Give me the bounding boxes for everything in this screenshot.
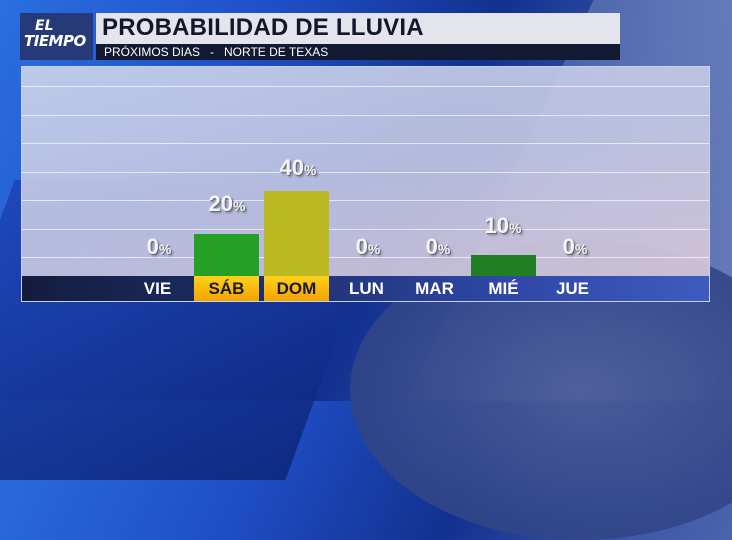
day-label-mar: MAR bbox=[415, 279, 454, 298]
logo-line-1: EL bbox=[35, 18, 54, 34]
gridline bbox=[22, 172, 709, 173]
logo-line-2: TIEMPO bbox=[24, 32, 86, 50]
day-label-lun: LUN bbox=[349, 279, 384, 298]
gridline bbox=[22, 229, 709, 230]
title-bar: PROBABILIDAD DE LLUVIA bbox=[96, 13, 620, 44]
value-label-vie: 0% bbox=[146, 234, 172, 259]
gridline bbox=[22, 86, 709, 87]
bar-mie bbox=[471, 255, 536, 276]
value-label-lun: 0% bbox=[355, 234, 381, 259]
value-label-dom: 40% bbox=[279, 155, 317, 180]
gridline bbox=[22, 115, 709, 116]
value-label-sab: 20% bbox=[208, 191, 246, 216]
day-axis: VIE SÁB DOM LUN MAR MIÉ JUE bbox=[21, 276, 710, 302]
page-title: PROBABILIDAD DE LLUVIA bbox=[102, 14, 424, 41]
station-logo: EL TIEMPO bbox=[20, 13, 93, 60]
bar-dom bbox=[264, 191, 329, 276]
value-label-jue: 0% bbox=[562, 234, 588, 259]
day-label-sab: SÁB bbox=[194, 276, 259, 301]
gridline bbox=[22, 143, 709, 144]
gridline bbox=[22, 257, 709, 258]
value-label-mar: 0% bbox=[425, 234, 451, 259]
gridline bbox=[22, 200, 709, 201]
day-label-jue: JUE bbox=[555, 279, 590, 298]
day-label-vie: VIE bbox=[143, 279, 172, 298]
day-label-mie: MIÉ bbox=[488, 279, 519, 298]
chart-plot-area: 0% 20% 40% 0% 0% 10% 0% bbox=[21, 66, 710, 276]
subtitle-bar: PRÓXIMOS DIAS - NORTE DE TEXAS bbox=[96, 44, 620, 60]
value-label-mie: 10% bbox=[484, 213, 522, 238]
page-subtitle: PRÓXIMOS DIAS - NORTE DE TEXAS bbox=[104, 45, 329, 59]
bar-sab bbox=[194, 234, 259, 276]
day-label-dom: DOM bbox=[264, 276, 329, 301]
